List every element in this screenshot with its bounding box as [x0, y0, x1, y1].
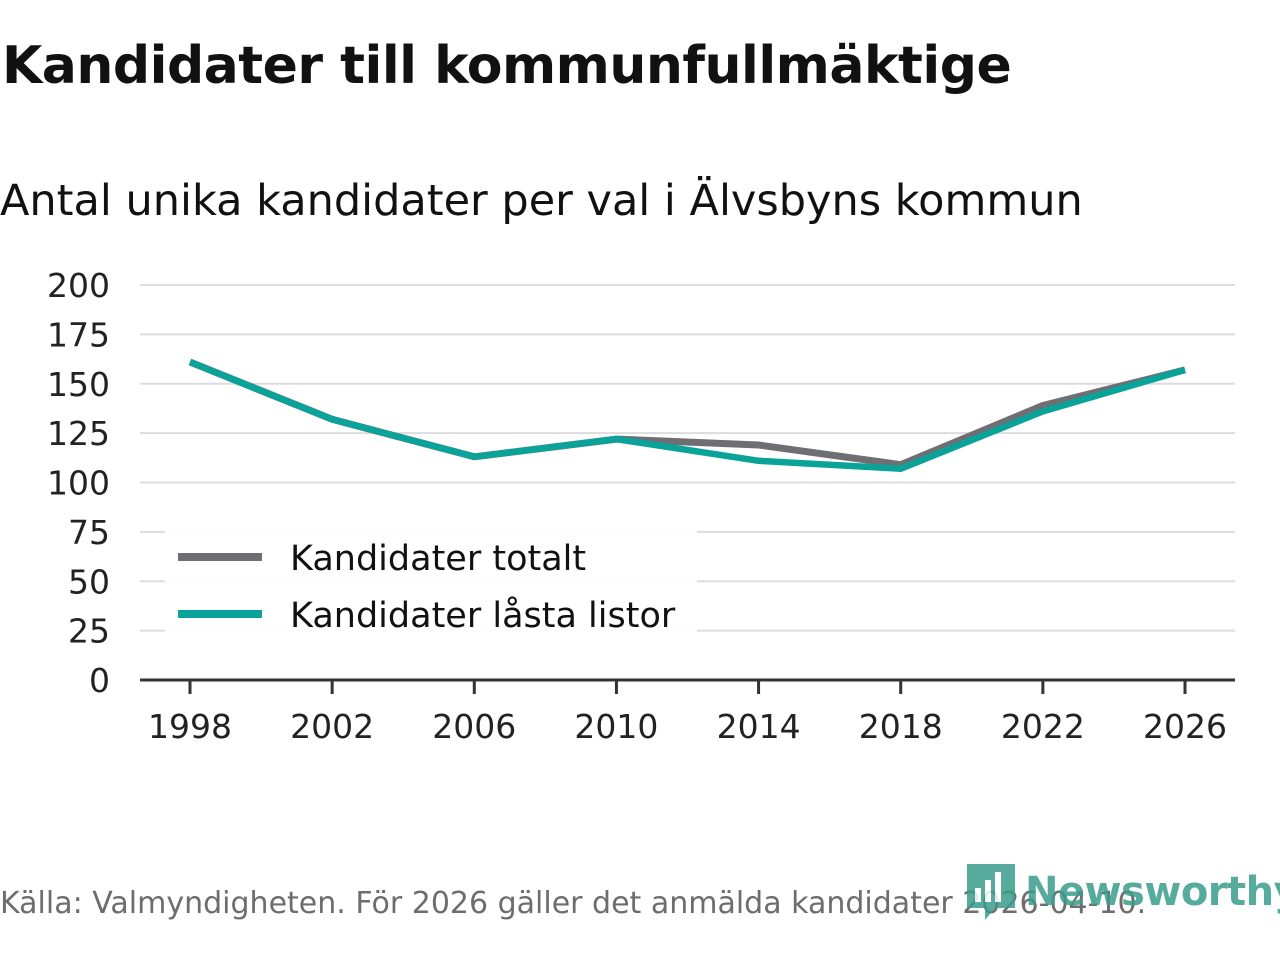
x-tick-label: 2018: [859, 707, 943, 746]
series-lines: [188, 358, 1186, 472]
newsworthy-logo: Newsworthy: [965, 862, 1280, 922]
x-tick-label: 2014: [717, 707, 801, 746]
source-note: Källa: Valmyndigheten. För 2026 gäller d…: [0, 886, 1147, 921]
y-tick-label: 25: [68, 612, 110, 651]
y-tick-label: 0: [89, 661, 110, 700]
x-tick-label: 2006: [432, 707, 516, 746]
y-tick-label: 200: [47, 266, 110, 305]
x-tick-label: 2010: [574, 707, 658, 746]
y-tick-label: 125: [47, 414, 110, 453]
y-tick-label: 50: [68, 562, 110, 601]
x-tick-label: 2026: [1143, 707, 1227, 746]
x-tick-label: 2002: [290, 707, 374, 746]
y-tick-label: 75: [68, 513, 110, 552]
chart-title: Kandidater till kommunfullmäktige: [2, 36, 1012, 96]
y-tick-label: 150: [47, 365, 110, 404]
chart-subtitle: Antal unika kandidater per val i Älvsbyn…: [0, 176, 1083, 226]
y-axis-ticks: 0 25 50 75 100 125 150 175 200: [47, 266, 110, 700]
y-tick-label: 175: [47, 315, 110, 354]
legend-label: Kandidater totalt: [290, 539, 586, 579]
legend: Kandidater totalt Kandidater låsta listor: [165, 527, 697, 636]
x-axis: 1998 2002 2006 2010 2014 2018 2022 2026: [140, 678, 1235, 746]
logo-text: Newsworthy: [1025, 869, 1280, 915]
x-tick-label: 1998: [148, 707, 232, 746]
y-tick-label: 100: [47, 464, 110, 503]
x-tick-label: 2022: [1001, 707, 1085, 746]
series-line-kandidater-lasta-listor: [188, 358, 1186, 472]
newsworthy-logo-icon: [967, 864, 1015, 920]
legend-label: Kandidater låsta listor: [290, 595, 676, 636]
